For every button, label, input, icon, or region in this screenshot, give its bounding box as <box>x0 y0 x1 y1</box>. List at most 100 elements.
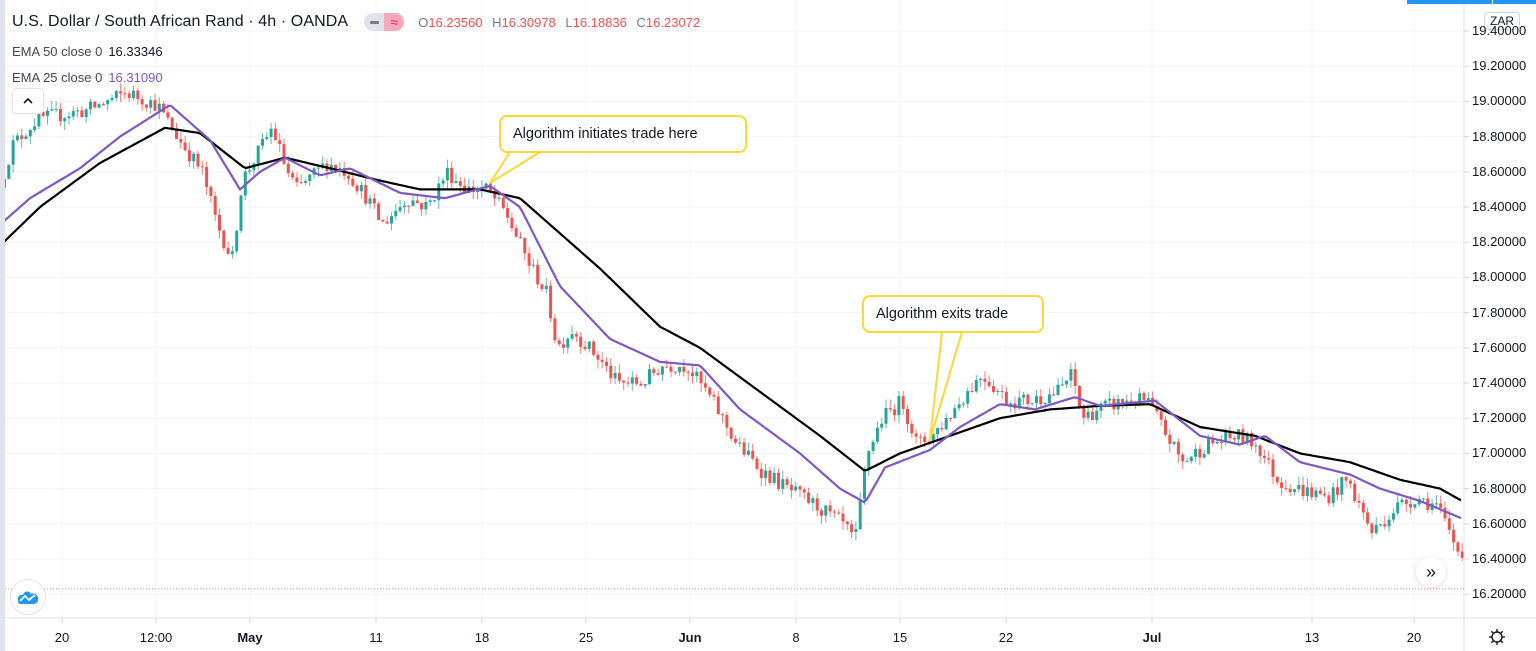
hide-series-icon[interactable] <box>364 13 385 31</box>
candle <box>175 123 178 140</box>
candle <box>669 363 673 378</box>
indicator-ema25[interactable]: EMA 25 close 0 16.31090 <box>12 68 706 86</box>
candle <box>1181 452 1185 470</box>
candle <box>764 463 768 486</box>
candle <box>540 283 544 292</box>
candle <box>1404 498 1408 513</box>
time-tick-label: 20 <box>1406 630 1422 645</box>
candle <box>248 162 252 175</box>
candle <box>949 417 952 422</box>
symbol-title[interactable]: U.S. Dollar / South African Rand · 4h · … <box>12 13 349 30</box>
callout-initiate-trade[interactable]: Algorithm initiates trade here <box>499 115 747 153</box>
indicator-ema50[interactable]: EMA 50 close 0 16.33346 <box>12 42 706 60</box>
candle <box>101 102 105 107</box>
candle <box>114 89 118 102</box>
candle <box>832 509 836 518</box>
candle <box>1198 444 1202 466</box>
callout-pointer <box>489 151 541 184</box>
candle <box>987 375 991 388</box>
candle <box>523 237 527 261</box>
candle <box>918 433 922 445</box>
candle <box>368 194 372 209</box>
candle <box>33 118 37 133</box>
candle <box>424 195 428 215</box>
candle <box>299 174 303 185</box>
candle <box>1013 396 1017 414</box>
candle <box>574 331 578 342</box>
candle <box>450 161 454 190</box>
candle <box>519 231 522 239</box>
ema50-line[interactable] <box>0 126 1462 502</box>
candle <box>609 357 613 384</box>
candle <box>940 421 944 432</box>
price-tick-label: 17.60000 <box>1472 339 1527 355</box>
candle <box>325 159 329 179</box>
callout-text: Algorithm initiates trade here <box>513 126 698 142</box>
candle <box>153 93 157 112</box>
candle <box>1108 391 1112 407</box>
callout-exit-trade[interactable]: Algorithm exits trade <box>862 295 1044 333</box>
candle <box>643 383 647 390</box>
candle <box>751 443 755 461</box>
candle <box>71 106 75 120</box>
candle <box>119 83 123 102</box>
candle <box>1374 516 1378 535</box>
candle <box>433 199 436 203</box>
candle <box>7 164 11 180</box>
close-label: C <box>636 14 646 30</box>
candle <box>1138 388 1142 406</box>
candle <box>1323 486 1327 498</box>
candle <box>734 435 737 445</box>
candle <box>794 481 798 492</box>
collapse-legend-button[interactable] <box>12 88 44 114</box>
candle <box>1293 489 1296 496</box>
candle <box>1052 386 1056 396</box>
candle <box>1176 438 1180 464</box>
candle <box>1391 508 1395 523</box>
candle <box>815 493 819 517</box>
candle <box>1262 449 1266 464</box>
candle <box>50 101 54 112</box>
currency-badge[interactable]: ZAR <box>1484 12 1520 30</box>
candle <box>1168 429 1172 453</box>
price-tick-label: 17.00000 <box>1472 445 1527 461</box>
ema25-line[interactable] <box>0 104 1462 520</box>
time-tick-label: Jun <box>678 630 702 645</box>
candle <box>738 436 742 448</box>
candle <box>1065 380 1069 389</box>
candle <box>1452 523 1456 552</box>
price-tick-label: 18.00000 <box>1472 269 1527 285</box>
candle <box>673 371 677 376</box>
candle <box>957 397 961 412</box>
candle <box>884 399 888 429</box>
candle <box>76 107 80 118</box>
candle <box>755 456 759 471</box>
series-toggle-pill[interactable]: ≈ <box>364 13 405 31</box>
candle <box>1310 482 1314 500</box>
candle <box>381 219 385 222</box>
candle <box>854 521 858 541</box>
candle <box>1164 416 1167 437</box>
candle <box>1219 435 1223 450</box>
tradingview-logo[interactable] <box>10 579 46 615</box>
candle <box>768 466 772 486</box>
open-label: O <box>418 14 429 30</box>
candle <box>901 390 905 415</box>
candle <box>58 102 62 127</box>
candle <box>209 184 213 203</box>
candle <box>824 505 828 523</box>
candle <box>970 382 974 393</box>
price-tick-label: 18.20000 <box>1472 234 1527 250</box>
candle <box>140 95 144 111</box>
compare-icon[interactable]: ≈ <box>384 13 405 31</box>
candle <box>1305 478 1309 502</box>
price-tick-label: 17.20000 <box>1472 410 1527 426</box>
candle <box>1078 384 1081 410</box>
candle <box>454 173 458 184</box>
candle <box>914 429 918 444</box>
scroll-to-realtime-button[interactable]: » <box>1416 557 1446 587</box>
settings-gear-icon[interactable] <box>1487 627 1507 647</box>
candle <box>893 404 897 422</box>
